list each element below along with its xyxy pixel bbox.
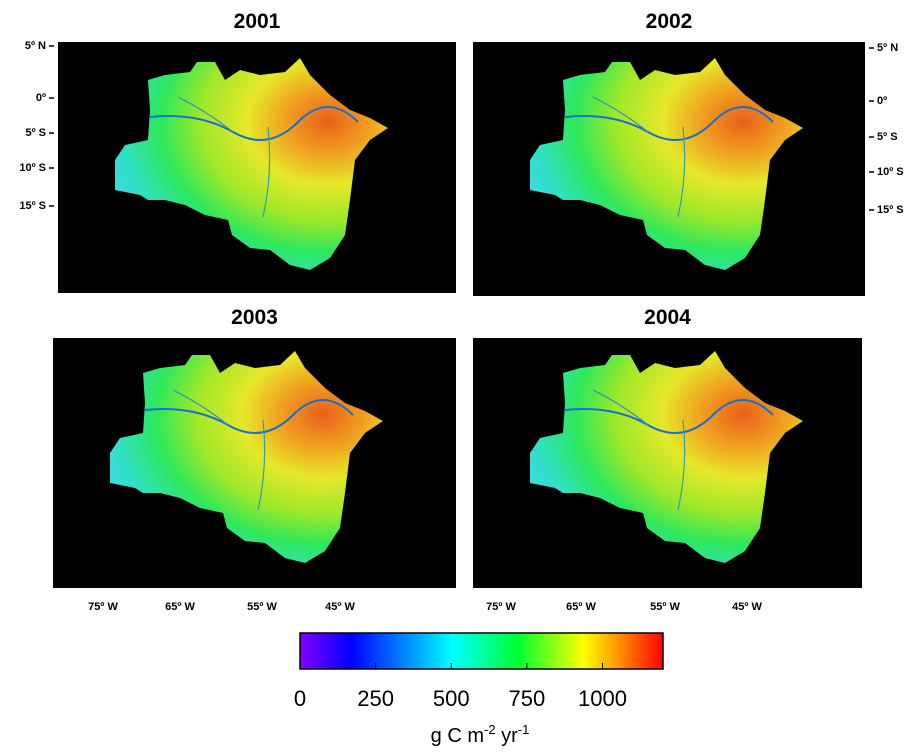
- lat-label: 0º: [36, 92, 46, 104]
- lon-label: 45º W: [325, 601, 355, 613]
- lon-label: 45º W: [732, 601, 762, 613]
- colorbar-tick-label: 250: [357, 686, 394, 711]
- panels: 2001 2002 2003 2004: [53, 10, 865, 588]
- unit-label: g C m-2 yr-1: [431, 722, 530, 747]
- unit-part: yr: [496, 725, 519, 747]
- lon-label: 55º W: [650, 601, 680, 613]
- lat-label: 0º: [877, 95, 887, 107]
- colorbar-tick-label: 750: [509, 686, 546, 711]
- lat-label: 15º S: [19, 200, 46, 212]
- lon-label: 75º W: [88, 601, 118, 613]
- panel-title: 2002: [646, 10, 693, 33]
- panel-title: 2004: [644, 306, 691, 329]
- panel-title: 2001: [234, 10, 281, 33]
- lat-label: 15º S: [877, 204, 904, 216]
- colorbar-tick-label: 0: [294, 686, 306, 711]
- colorbar-tick-label: 500: [433, 686, 470, 711]
- lat-label: 10º S: [19, 162, 46, 174]
- lon-label: 75º W: [486, 601, 516, 613]
- lat-label: 10º S: [877, 166, 904, 178]
- unit-exp: -2: [484, 722, 496, 737]
- lon-label: 65º W: [165, 601, 195, 613]
- unit-part: g C m: [431, 725, 484, 747]
- lon-label: 65º W: [566, 601, 596, 613]
- colorbar-gradient: [299, 632, 664, 670]
- lat-label: 5º N: [877, 42, 898, 54]
- colorbar: [299, 632, 664, 670]
- panel-title: 2003: [231, 306, 278, 329]
- lon-label: 55º W: [247, 601, 277, 613]
- lat-label: 5º S: [25, 127, 46, 139]
- colorbar-tick-label: 1000: [578, 686, 627, 711]
- lat-label: 5º N: [25, 40, 46, 52]
- unit-exp: -1: [518, 722, 530, 737]
- lat-label: 5º S: [877, 131, 898, 143]
